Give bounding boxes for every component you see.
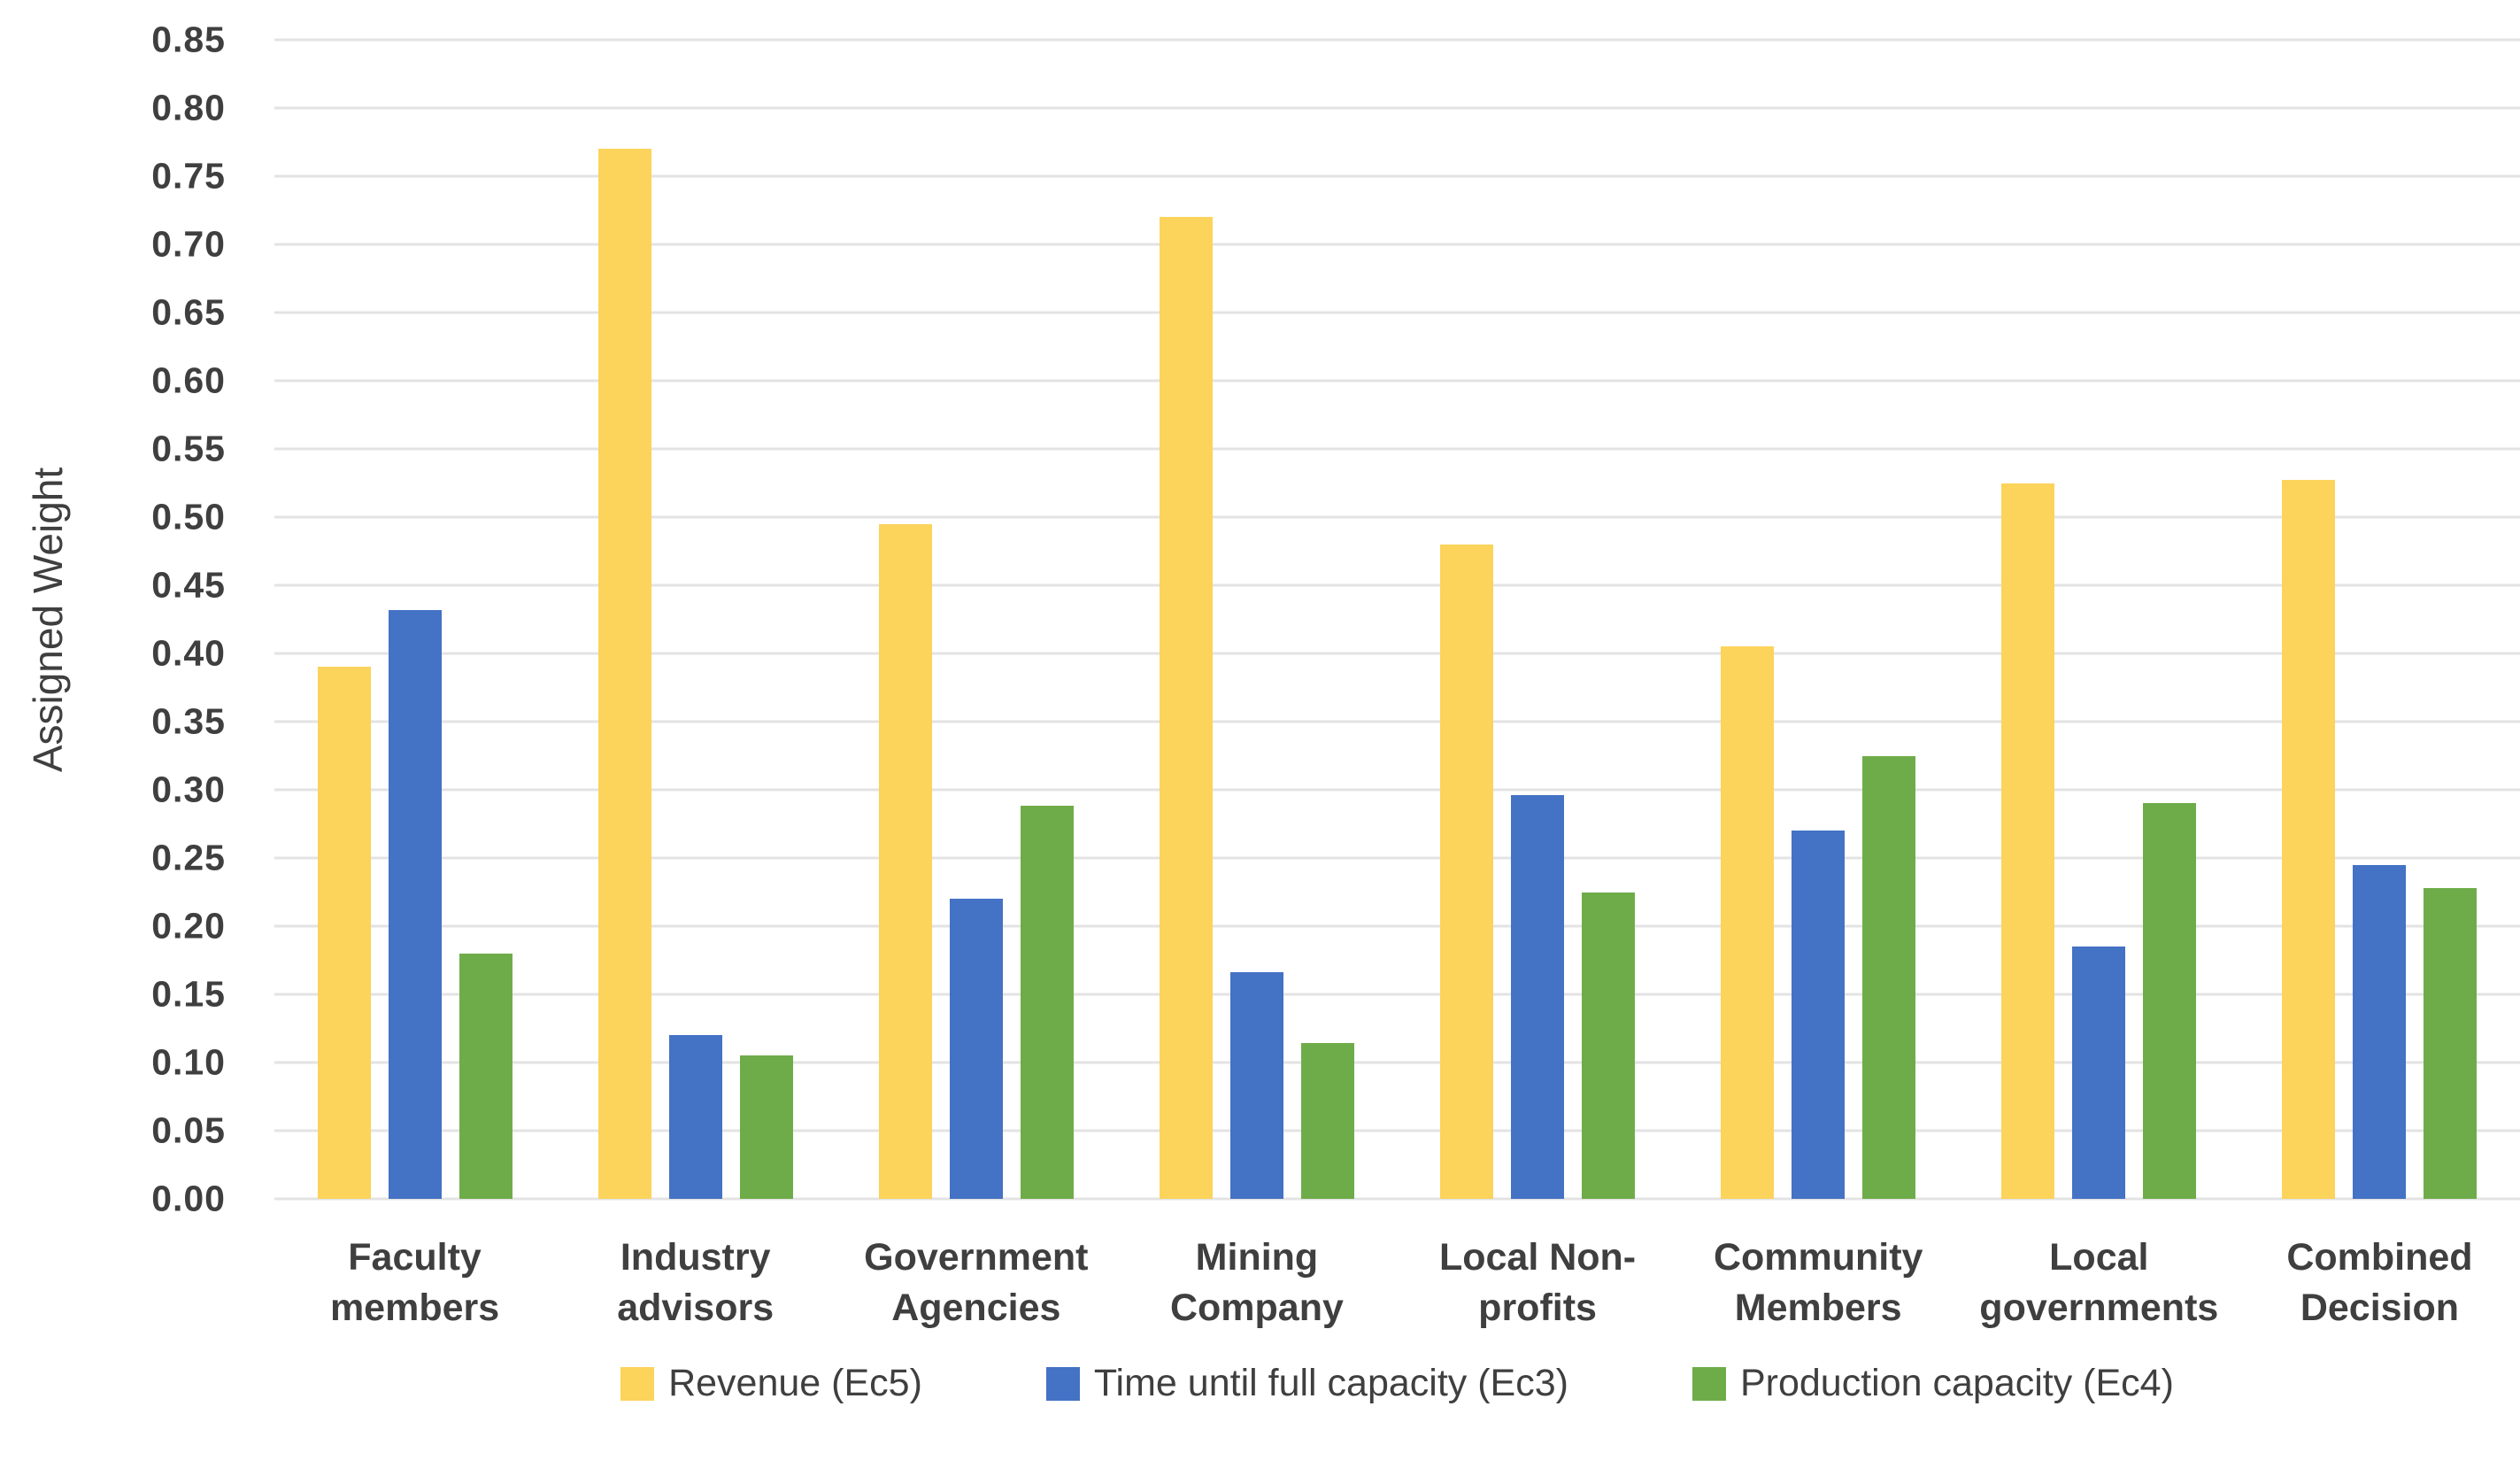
legend: Revenue (Ec5) Time until full capacity (E…: [274, 1362, 2520, 1405]
bar-group-community: [1678, 40, 1959, 1199]
y-tick-label: 0.55: [151, 428, 226, 469]
y-tick-label: 0.60: [151, 359, 226, 401]
y-tick-label: 0.10: [151, 1041, 226, 1083]
bar: [317, 667, 371, 1199]
bar: [388, 609, 442, 1199]
legend-item: Revenue (Ec5): [620, 1362, 922, 1405]
bar: [878, 523, 932, 1199]
gridline: [274, 38, 2520, 42]
gridline: [274, 993, 2520, 996]
bar-group-faculty: [274, 40, 555, 1199]
y-tick-label: 0.40: [151, 632, 226, 674]
bar: [2001, 483, 2055, 1199]
x-category-label: Government Agencies: [864, 1236, 1089, 1329]
bar: [1020, 806, 1074, 1199]
x-category-label: Mining Company: [1169, 1236, 1344, 1329]
bar: [2282, 480, 2336, 1199]
bar-group-government: [836, 40, 1116, 1199]
legend-swatch-icon: [1692, 1366, 1726, 1401]
bar-group-local-non-: [1398, 40, 1678, 1199]
gridline: [274, 515, 2520, 519]
x-category-label: Local governments: [1979, 1236, 2219, 1329]
x-category-label: Combined Decision: [2286, 1236, 2473, 1329]
bar-groups: [274, 40, 2520, 1199]
y-tick-label: 0.70: [151, 223, 226, 265]
bar: [1792, 831, 1846, 1199]
bar: [1582, 892, 1636, 1199]
bar: [668, 1035, 722, 1199]
gridline: [274, 379, 2520, 383]
legend-item: Production capacity (Ec4): [1692, 1362, 2174, 1405]
gridline: [274, 856, 2520, 860]
gridline: [274, 447, 2520, 451]
bar: [1300, 1043, 1354, 1199]
bar: [1862, 755, 1916, 1199]
x-category-label: Community Members: [1713, 1236, 1923, 1329]
gridline: [274, 583, 2520, 587]
gridline: [274, 311, 2520, 314]
y-tick-label: 0.00: [151, 1178, 226, 1219]
gridline: [274, 106, 2520, 110]
bar: [1229, 972, 1283, 1199]
y-tick-label: 0.35: [151, 700, 226, 742]
gridline: [274, 652, 2520, 655]
bar-group-combined: [2239, 40, 2520, 1199]
gridline: [274, 174, 2520, 178]
y-tick-label: 0.15: [151, 973, 226, 1015]
gridline: [274, 1197, 2520, 1201]
bar: [2072, 947, 2126, 1199]
legend-swatch-icon: [1045, 1366, 1080, 1401]
legend-label: Revenue (Ec5): [668, 1362, 922, 1404]
y-tick-label: 0.05: [151, 1109, 226, 1151]
x-category-label: Faculty members: [329, 1236, 500, 1329]
y-tick-label: 0.25: [151, 837, 226, 878]
y-tick-label: 0.80: [151, 87, 226, 128]
y-tick-label: 0.75: [151, 155, 226, 197]
x-category-label: Local Non- profits: [1438, 1236, 1637, 1329]
bar: [1440, 544, 1494, 1199]
bar: [2353, 864, 2407, 1199]
y-tick-label: 0.45: [151, 564, 226, 606]
bar: [1511, 795, 1565, 1199]
bar-group-mining: [1116, 40, 1397, 1199]
legend-label: Time until full capacity (Ec3): [1093, 1362, 1568, 1404]
bar: [1159, 217, 1213, 1199]
y-tick-label: 0.30: [151, 769, 226, 810]
gridline: [274, 243, 2520, 246]
legend-label: Production capacity (Ec4): [1739, 1362, 2174, 1404]
bar-group-local: [1959, 40, 2239, 1199]
legend-swatch-icon: [620, 1366, 655, 1401]
bar: [597, 149, 651, 1199]
y-tick-label: 0.85: [151, 19, 226, 60]
y-tick-label: 0.50: [151, 496, 226, 537]
bar-group-industry: [555, 40, 836, 1199]
gridline: [274, 924, 2520, 928]
gridline: [274, 1061, 2520, 1064]
gridline: [274, 788, 2520, 792]
bar: [949, 899, 1003, 1199]
x-category-label: Industry advisors: [617, 1236, 774, 1329]
bar: [739, 1055, 793, 1199]
y-tick-label: 0.20: [151, 905, 226, 947]
y-tick-label: 0.65: [151, 291, 226, 333]
bar: [459, 953, 512, 1199]
x-axis-category-labels: Faculty members Industry advisors Governme…: [274, 1233, 2520, 1333]
plot-area: [274, 38, 2520, 1201]
y-axis-tick-labels: 0.00 0.05 0.10 0.15 0.20 0.25 0.30 0.35 0.40 0.45…: [0, 19, 226, 1219]
bar: [1721, 646, 1775, 1199]
gridline: [274, 720, 2520, 723]
legend-item: Time until full capacity (Ec3): [1045, 1362, 1568, 1405]
gridline: [274, 1129, 2520, 1132]
bar: [2143, 803, 2197, 1199]
bar: [2424, 887, 2478, 1199]
